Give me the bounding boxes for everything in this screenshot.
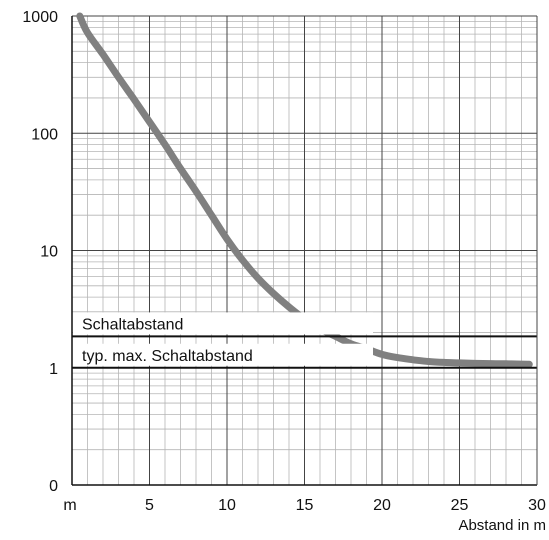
reference-label-background xyxy=(73,343,373,366)
x-unit-label: m xyxy=(63,497,76,514)
y-tick-label: 1 xyxy=(49,361,58,378)
x-axis-title: Abstand in m xyxy=(458,517,546,534)
x-tick-label: 10 xyxy=(218,497,236,514)
reference-line-label: Schaltabstand xyxy=(82,316,183,333)
x-tick-label: 5 xyxy=(145,497,154,514)
x-tick-label: 15 xyxy=(296,497,314,514)
reference-lines: Schaltabstand typ. max. Schaltabstand xyxy=(72,312,537,369)
x-tick-label: 25 xyxy=(451,497,469,514)
x-tick-label: 30 xyxy=(528,497,546,514)
y-tick-label: 10 xyxy=(40,244,58,261)
reference-label-background xyxy=(73,312,373,335)
y-tick-label: 1000 xyxy=(22,9,58,26)
y-tick-label: 0 xyxy=(49,478,58,495)
axes xyxy=(71,16,538,486)
x-tick-label: 20 xyxy=(373,497,391,514)
reference-line-label: typ. max. Schaltabstand xyxy=(82,348,253,365)
y-tick-label: 100 xyxy=(31,126,58,143)
